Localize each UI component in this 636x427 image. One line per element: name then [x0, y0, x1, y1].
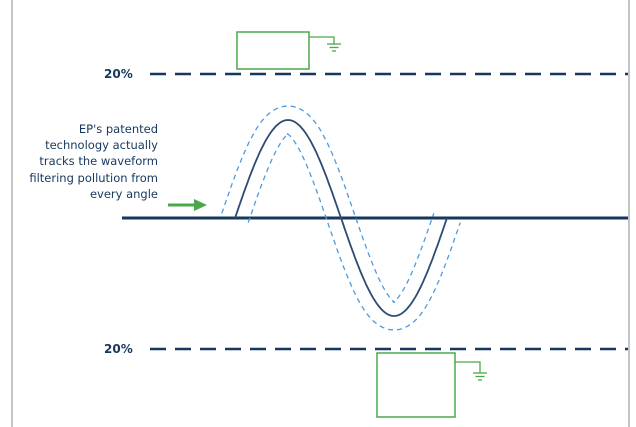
tracking-band-outer	[247, 132, 461, 331]
bottom-filter-box-icon	[376, 352, 456, 418]
annotation-line: EP's patented	[78, 122, 158, 136]
bottom-ground-symbol-icon	[455, 361, 487, 381]
top-filter-box-icon	[236, 31, 310, 70]
tracking-band-inner	[221, 105, 435, 304]
top-band-label: 20%	[104, 67, 133, 81]
annotation-line: tracks the waveform	[39, 154, 158, 169]
annotation-text: EP's patented technology actually tracks…	[18, 121, 158, 202]
bottom-band-label: 20%	[104, 342, 133, 356]
right-arrow-icon	[168, 199, 207, 211]
sine-waveform	[234, 119, 448, 317]
annotation-line: every angle	[89, 186, 158, 201]
top-ground-symbol-icon	[309, 36, 341, 52]
annotation-line: technology actually	[45, 138, 158, 153]
annotation-line: filtering pollution from	[29, 170, 158, 185]
